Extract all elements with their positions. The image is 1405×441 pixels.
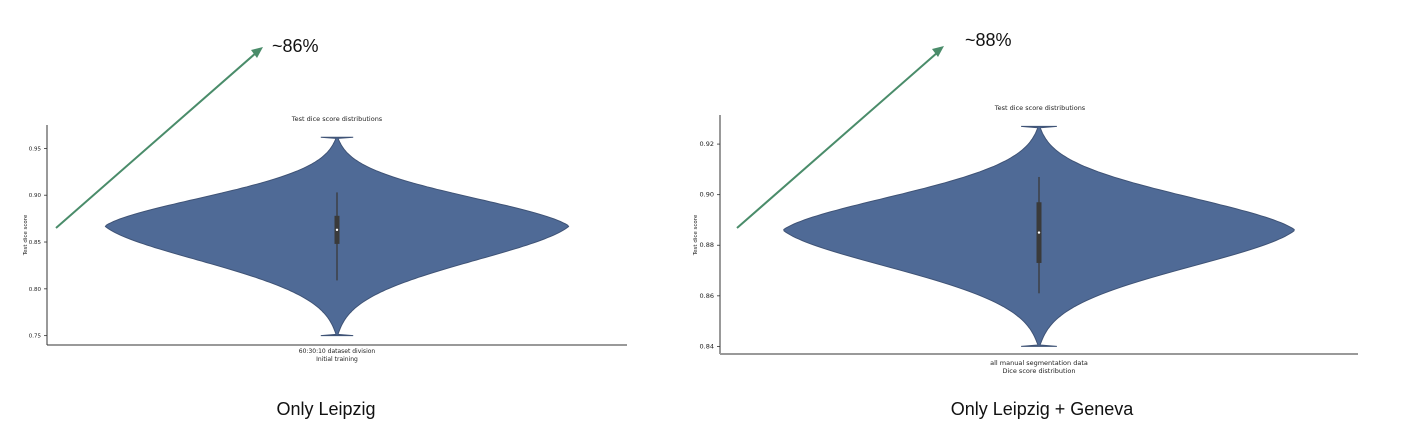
left-x-tick-label: 60:30:10 dataset division bbox=[299, 348, 376, 355]
right-x-tick-label: all manual segmentation data bbox=[990, 359, 1088, 367]
right-trend-arrowhead bbox=[932, 46, 944, 57]
left-violin-marks bbox=[104, 136, 570, 337]
left-panel: 0.95 0.90 0.85 0.80 0.75 Test dice score dis… bbox=[23, 36, 627, 419]
left-median-point bbox=[335, 228, 339, 232]
left-x-label: Initial training bbox=[316, 356, 358, 363]
left-chart-title: Test dice score distributions bbox=[291, 115, 383, 123]
left-annotation: ~86% bbox=[272, 36, 319, 56]
left-trend-arrow bbox=[55, 51, 258, 229]
right-y-tick-label: 0.92 bbox=[700, 140, 714, 148]
right-caption: Only Leipzig + Geneva bbox=[951, 399, 1135, 419]
left-caption: Only Leipzig bbox=[276, 399, 375, 419]
left-y-tick-label: 0.90 bbox=[29, 193, 42, 199]
left-y-ticks: 0.95 0.90 0.85 0.80 0.75 bbox=[29, 146, 47, 340]
right-median-point bbox=[1037, 231, 1041, 234]
left-y-tick-label: 0.95 bbox=[29, 146, 42, 152]
right-y-tick-label: 0.90 bbox=[700, 191, 714, 199]
left-y-label: Test dice score bbox=[23, 214, 29, 256]
right-y-tick-label: 0.88 bbox=[700, 241, 714, 249]
right-y-ticks: 0.92 0.90 0.88 0.86 0.84 bbox=[700, 140, 720, 350]
right-violin-marks bbox=[783, 125, 1295, 347]
right-chart-title: Test dice score distributions bbox=[994, 104, 1086, 112]
left-y-tick-label: 0.85 bbox=[29, 240, 42, 246]
left-y-tick-label: 0.75 bbox=[29, 334, 42, 340]
right-trend-arrow bbox=[736, 51, 939, 229]
right-panel: 0.92 0.90 0.88 0.86 0.84 Test dice score dis… bbox=[693, 30, 1358, 419]
right-y-tick-label: 0.84 bbox=[700, 342, 714, 350]
right-annotation: ~88% bbox=[965, 30, 1012, 50]
left-trend-arrowhead bbox=[251, 47, 263, 58]
right-y-tick-label: 0.86 bbox=[700, 292, 714, 300]
right-x-label: Dice score distribution bbox=[1002, 367, 1075, 375]
left-y-tick-label: 0.80 bbox=[29, 287, 42, 293]
right-y-label: Test dice score bbox=[693, 214, 699, 256]
